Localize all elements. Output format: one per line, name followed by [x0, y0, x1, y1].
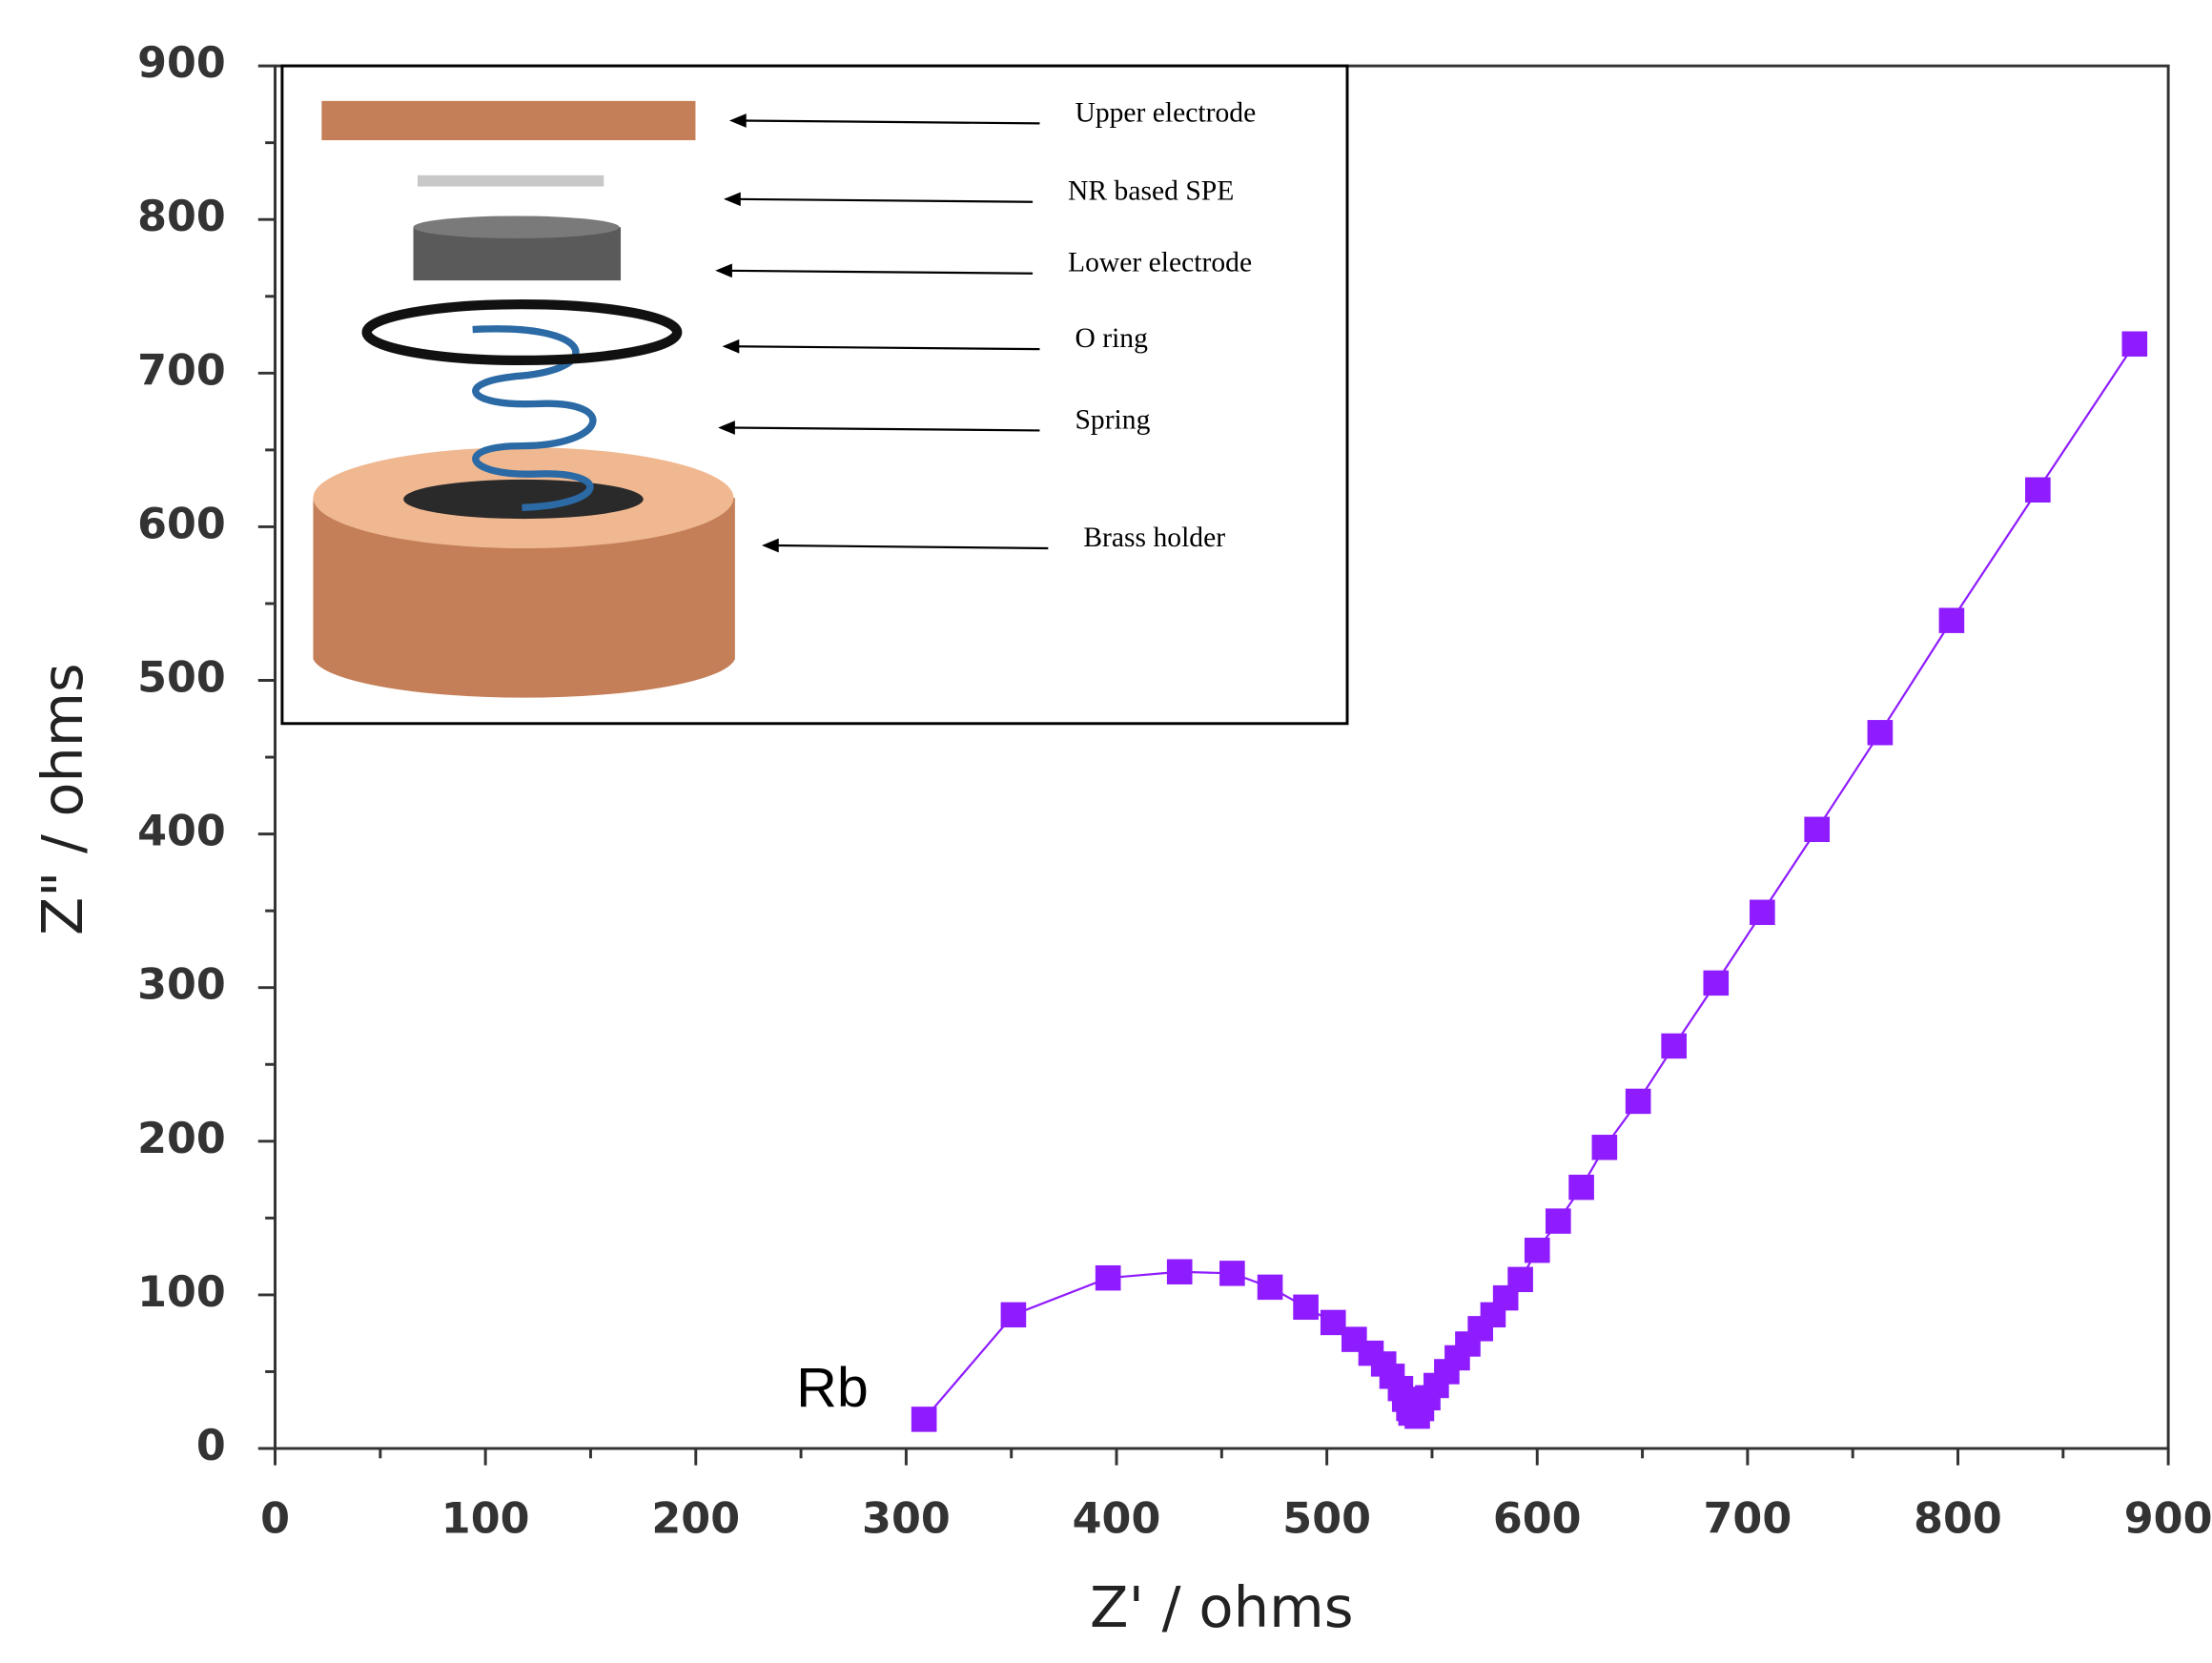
x-tick-label: 100 — [441, 1495, 530, 1544]
data-point — [911, 1406, 937, 1431]
data-point — [1804, 817, 1830, 842]
data-point — [1592, 1135, 1618, 1160]
x-tick-label: 0 — [260, 1495, 290, 1544]
data-point — [1167, 1260, 1193, 1284]
data-point — [1568, 1175, 1594, 1200]
y-tick-label: 500 — [137, 654, 226, 703]
data-point — [2025, 478, 2051, 503]
y-tick-label: 800 — [137, 193, 226, 241]
y-tick-label: 600 — [137, 501, 226, 549]
data-point — [2122, 331, 2148, 356]
inset: Upper electrode NR based SPE Lower electro… — [282, 66, 1347, 724]
x-tick-label: 800 — [1914, 1495, 2002, 1544]
y-tick-label: 400 — [137, 808, 226, 856]
x-tick-label: 300 — [862, 1495, 951, 1544]
chart: Z' / ohms Z" / ohms Rb Upper electrode NR… — [0, 0, 2212, 1663]
data-point — [1096, 1265, 1121, 1290]
data-point — [1546, 1208, 1571, 1233]
inset-label: NR based SPE — [1068, 176, 1234, 207]
holder-hole — [403, 480, 644, 519]
x-tick-label: 500 — [1282, 1495, 1371, 1544]
data-point — [1219, 1261, 1245, 1285]
y-tick-label: 0 — [196, 1422, 226, 1470]
y-axis-title: Z" / ohms — [30, 663, 95, 935]
data-point — [1661, 1034, 1687, 1058]
y-tick-label: 200 — [137, 1115, 226, 1163]
data-point — [1001, 1303, 1027, 1327]
upper-electrode — [321, 101, 695, 140]
x-tick-label: 600 — [1493, 1495, 1582, 1544]
x-tick-label: 400 — [1073, 1495, 1161, 1544]
annotation: Rb — [796, 1356, 869, 1419]
page: {"chart_data": {"type": "scatter", "x_la… — [0, 0, 2212, 1663]
x-tick-label: 900 — [2124, 1495, 2212, 1544]
y-tick-label: 300 — [137, 961, 226, 1010]
inset-label: Upper electrode — [1075, 97, 1256, 128]
x-axis-title: Z' / ohms — [1090, 1574, 1354, 1640]
data-point — [1525, 1238, 1550, 1263]
lower-electrode-top — [414, 216, 620, 238]
inset-label: Lower electrode — [1068, 248, 1252, 278]
inset-label: Brass holder — [1083, 523, 1225, 553]
y-tick-label: 700 — [137, 346, 226, 395]
data-point — [1750, 900, 1775, 925]
spe-film — [418, 175, 604, 187]
data-point — [1507, 1267, 1533, 1292]
x-tick-label: 700 — [1704, 1495, 1792, 1544]
data-point — [1626, 1089, 1651, 1114]
y-tick-label: 900 — [137, 39, 226, 88]
data-point — [1939, 607, 1965, 632]
inset-label: O ring — [1075, 323, 1148, 354]
x-tick-label: 200 — [651, 1495, 740, 1544]
data-point — [1258, 1275, 1283, 1300]
y-tick-label: 100 — [137, 1268, 226, 1317]
data-point — [1868, 720, 1894, 745]
inset-label: Spring — [1075, 404, 1150, 435]
data-point — [1293, 1295, 1319, 1320]
data-point — [1703, 971, 1729, 996]
